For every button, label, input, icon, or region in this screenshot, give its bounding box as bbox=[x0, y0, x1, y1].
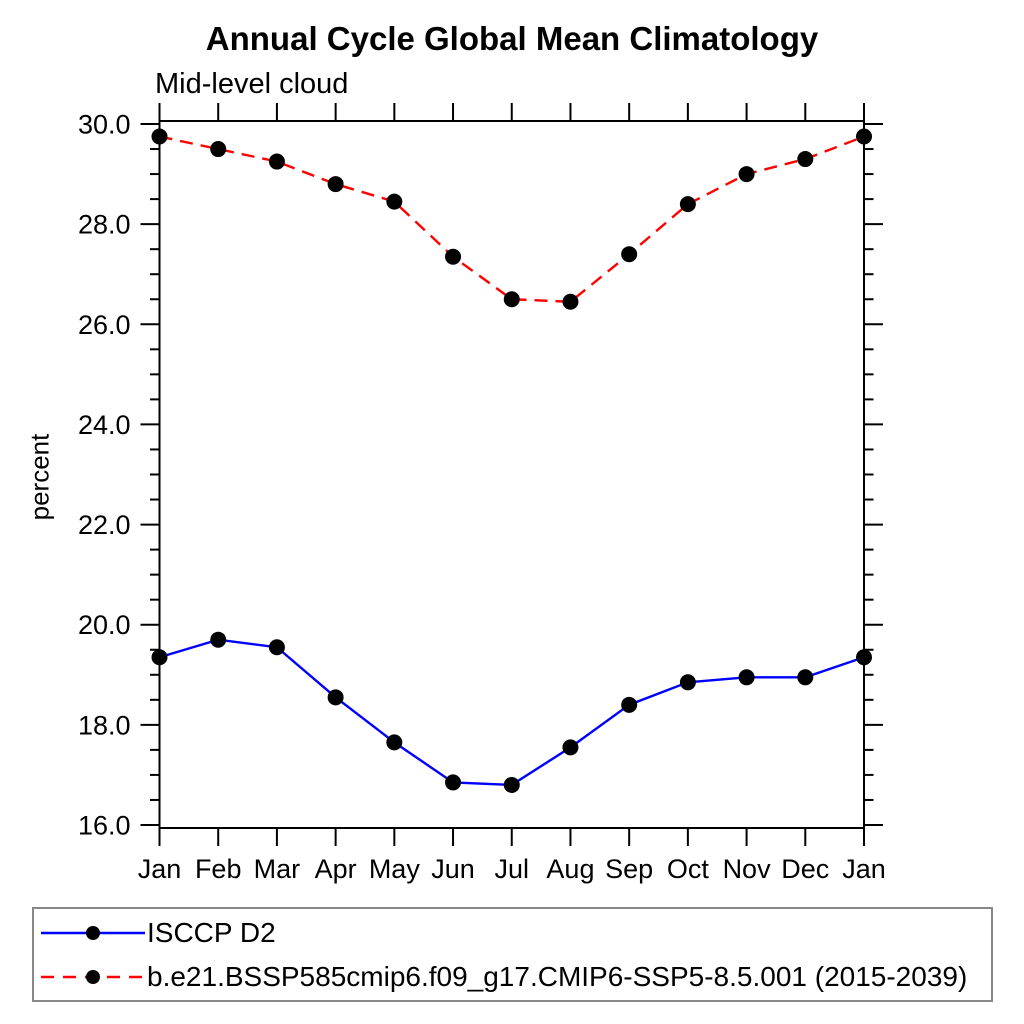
y-tick-label: 20.0 bbox=[78, 610, 131, 640]
x-tick-label: Jun bbox=[431, 854, 475, 884]
series-1-marker bbox=[797, 151, 814, 168]
x-tick-label: Dec bbox=[781, 854, 829, 884]
series-1-marker bbox=[327, 176, 344, 193]
legend: ISCCP D2 b.e21.BSSP585cmip6.f09_g17.CMIP… bbox=[32, 907, 993, 1002]
legend-marker-icon bbox=[86, 969, 100, 984]
y-tick-label: 30.0 bbox=[78, 110, 131, 140]
series-0-marker bbox=[445, 774, 462, 791]
y-tick-label: 26.0 bbox=[78, 310, 131, 340]
y-tick-label: 16.0 bbox=[78, 810, 131, 840]
series-line-1 bbox=[159, 135, 865, 303]
x-tick-label: Aug bbox=[546, 854, 594, 884]
x-tick-label: Oct bbox=[667, 854, 710, 884]
series-0-marker bbox=[562, 739, 579, 756]
plot-frame bbox=[158, 120, 865, 829]
series-1-marker bbox=[856, 128, 872, 145]
legend-line-sample-dashed bbox=[41, 969, 145, 984]
series-0-marker bbox=[797, 669, 814, 686]
series-1-marker bbox=[738, 166, 755, 183]
y-tick-label: 18.0 bbox=[78, 710, 131, 740]
legend-marker-icon bbox=[86, 925, 100, 940]
series-1-marker bbox=[268, 153, 285, 170]
series-1-marker bbox=[562, 293, 579, 310]
x-tick-label: Jul bbox=[494, 854, 529, 884]
x-tick-label: Apr bbox=[315, 854, 357, 884]
series-0-marker bbox=[327, 689, 344, 706]
series-0-marker bbox=[151, 649, 168, 666]
series-0-marker bbox=[679, 674, 696, 691]
legend-entry-isccp-d2: ISCCP D2 bbox=[39, 911, 991, 955]
series-1-marker bbox=[386, 193, 403, 210]
x-tick-label: Sep bbox=[605, 854, 653, 884]
series-1-marker bbox=[445, 248, 462, 265]
y-tick-label: 22.0 bbox=[78, 510, 131, 540]
legend-line-sample-solid bbox=[41, 925, 145, 940]
x-tick-label: May bbox=[369, 854, 421, 884]
series-0-marker bbox=[268, 639, 285, 656]
x-tick-label: Nov bbox=[723, 854, 772, 884]
series-0-marker bbox=[738, 669, 755, 686]
chart-subtitle: Mid-level cloud bbox=[155, 68, 349, 100]
series-1-marker bbox=[679, 196, 696, 213]
x-tick-label: Jan bbox=[138, 854, 182, 884]
y-tick-label: 24.0 bbox=[78, 410, 131, 440]
series-line-0 bbox=[159, 638, 865, 787]
chart-title: Annual Cycle Global Mean Climatology bbox=[205, 20, 819, 57]
series-0-marker bbox=[386, 734, 403, 751]
legend-label: ISCCP D2 bbox=[147, 916, 276, 948]
y-tick-label: 28.0 bbox=[78, 210, 131, 240]
x-tick-label: Mar bbox=[254, 854, 301, 884]
series-0-marker bbox=[210, 631, 227, 648]
x-tick-label: Jan bbox=[842, 854, 886, 884]
x-tick-label: Feb bbox=[195, 854, 242, 884]
series-1-marker bbox=[151, 128, 168, 145]
series-1-marker bbox=[210, 141, 227, 158]
legend-label: b.e21.BSSP585cmip6.f09_g17.CMIP6-SSP5-8.… bbox=[147, 960, 968, 992]
series-1-marker bbox=[503, 291, 520, 308]
series-0-marker bbox=[621, 696, 638, 713]
series-0-marker bbox=[503, 776, 520, 793]
legend-entry-model-run: b.e21.BSSP585cmip6.f09_g17.CMIP6-SSP5-8.… bbox=[39, 955, 991, 999]
series-0-marker bbox=[856, 649, 872, 666]
series-1-marker bbox=[621, 246, 638, 263]
